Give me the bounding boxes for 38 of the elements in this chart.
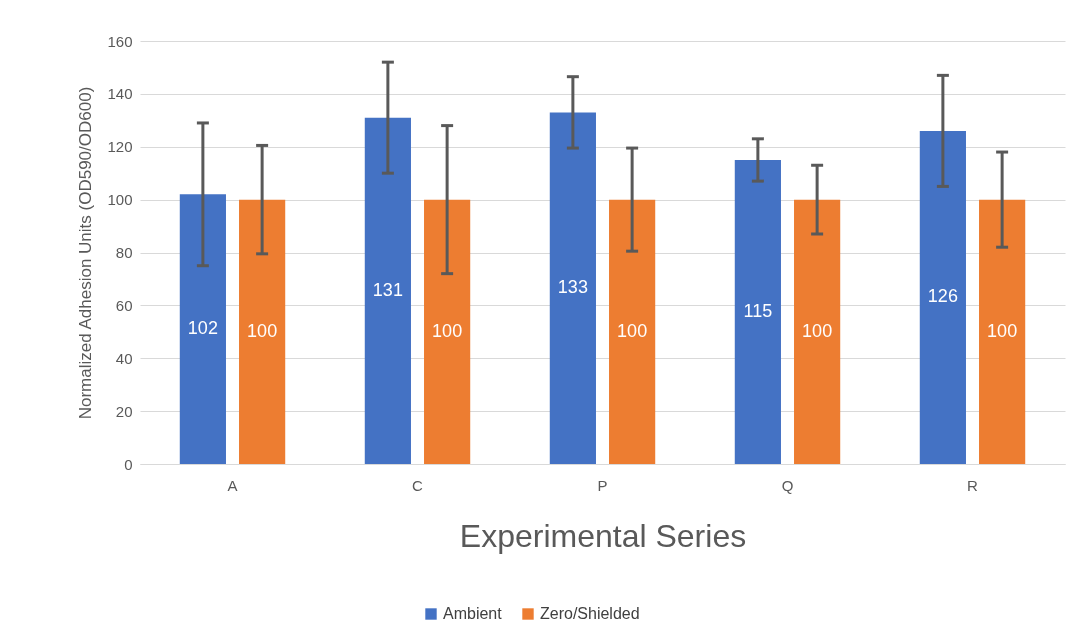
x-tick-label: Q <box>781 476 794 494</box>
y-tick-label: 140 <box>107 85 133 103</box>
bar <box>609 199 656 464</box>
legend-label: Zero/Shielded <box>540 605 640 622</box>
data-label: 131 <box>372 279 403 300</box>
bar <box>734 159 781 464</box>
y-tick-label: 80 <box>115 244 133 261</box>
x-tick-label: C <box>412 476 424 494</box>
data-label: 100 <box>802 320 833 341</box>
data-label: 100 <box>617 320 648 341</box>
data-label: 100 <box>987 320 1018 341</box>
y-axis-title: Normalized Adhesion Units (OD590/OD600) <box>76 86 96 420</box>
y-tick-label: 60 <box>115 296 133 314</box>
x-axis-title: Experimental Series <box>459 517 747 554</box>
data-label: 115 <box>743 300 773 321</box>
bar <box>919 130 966 464</box>
bar <box>979 199 1026 464</box>
bar <box>239 199 286 464</box>
y-tick-label: 20 <box>115 402 133 420</box>
data-label: 126 <box>927 286 958 307</box>
data-label: 102 <box>187 318 218 339</box>
y-tick-label: 40 <box>115 349 133 367</box>
y-tick-label: 0 <box>124 455 133 473</box>
x-tick-label: P <box>597 476 608 494</box>
bar <box>179 194 226 464</box>
data-label: 133 <box>557 277 588 298</box>
bar <box>794 199 841 464</box>
y-tick-label: 100 <box>107 191 133 209</box>
legend-label: Ambient <box>443 605 503 622</box>
y-tick-label: 160 <box>107 32 133 50</box>
y-tick-label: 120 <box>107 138 133 156</box>
x-tick-label: A <box>227 476 238 494</box>
bar <box>364 117 411 464</box>
data-label: 100 <box>247 320 278 341</box>
data-label: 100 <box>432 320 463 341</box>
bar <box>424 199 471 464</box>
x-tick-label: R <box>967 476 979 494</box>
bar <box>549 112 596 464</box>
